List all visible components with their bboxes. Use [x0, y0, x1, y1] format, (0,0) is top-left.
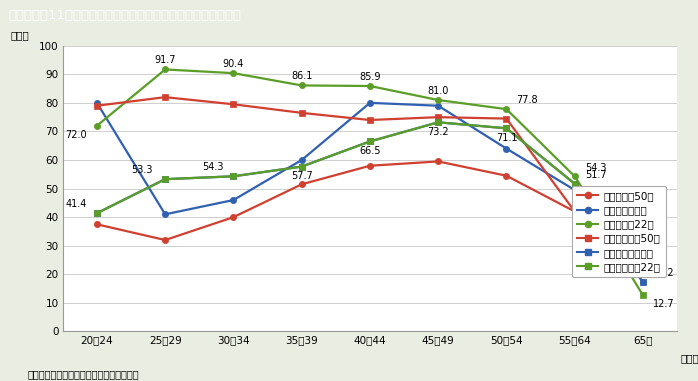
有配偶（平成22） — [297, 164, 306, 169]
未婚（平成22） — [366, 84, 374, 88]
Legend: 未婚（昭和50）, 未婚（平成２）, 未婚（平成22）, 有配偶（昭和50）, 有配偶（平成２）, 有配偶（平成22）: 未婚（昭和50）, 未婚（平成２）, 未婚（平成22）, 有配偶（昭和50）, … — [572, 186, 666, 277]
未婚（昭和50） — [639, 258, 647, 262]
Line: 未婚（昭和50）: 未婚（昭和50） — [94, 158, 646, 263]
Line: 未婚（平成２）: 未婚（平成２） — [94, 100, 646, 273]
有配偶（平成２） — [570, 181, 579, 186]
有配偶（昭和50） — [93, 103, 101, 108]
Text: 41.4: 41.4 — [66, 199, 87, 209]
Text: 17.2: 17.2 — [653, 268, 675, 278]
Text: 54.3: 54.3 — [202, 162, 223, 172]
有配偶（昭和50） — [366, 118, 374, 122]
未婚（昭和50） — [434, 159, 443, 164]
Text: 54.3: 54.3 — [585, 163, 607, 173]
Text: 57.7: 57.7 — [291, 171, 313, 181]
有配偶（昭和50） — [161, 95, 170, 99]
Text: 91.7: 91.7 — [154, 55, 176, 65]
未婚（昭和50） — [161, 238, 170, 242]
有配偶（平成２） — [297, 164, 306, 169]
有配偶（昭和50） — [229, 102, 237, 107]
Text: 90.4: 90.4 — [223, 59, 244, 69]
Text: （歳）: （歳） — [681, 353, 698, 363]
Text: 12.7: 12.7 — [653, 299, 675, 309]
有配偶（平成22） — [503, 126, 511, 131]
未婚（平成22） — [639, 280, 647, 285]
有配偶（平成２） — [503, 126, 511, 131]
未婚（昭和50） — [93, 222, 101, 227]
有配偶（昭和50） — [570, 209, 579, 214]
Text: 第１－２－11図　配偶関係・年齢階級別女性の労働力率の推移: 第１－２－11図 配偶関係・年齢階級別女性の労働力率の推移 — [8, 9, 242, 22]
有配偶（平成22） — [366, 139, 374, 144]
未婚（平成22） — [297, 83, 306, 88]
有配偶（平成22） — [639, 293, 647, 298]
Line: 未婚（平成22）: 未婚（平成22） — [94, 66, 646, 285]
Text: 77.8: 77.8 — [517, 95, 538, 105]
未婚（昭和50） — [229, 215, 237, 219]
未婚（平成２） — [297, 158, 306, 162]
未婚（平成22） — [229, 71, 237, 75]
Line: 有配偶（昭和50）: 有配偶（昭和50） — [94, 94, 646, 262]
有配偶（平成２） — [434, 120, 443, 125]
Text: 73.2: 73.2 — [427, 126, 449, 136]
Text: 81.0: 81.0 — [427, 86, 449, 96]
有配偶（平成２） — [366, 139, 374, 144]
有配偶（昭和50） — [503, 116, 511, 121]
未婚（平成２） — [434, 103, 443, 108]
Text: 72.0: 72.0 — [65, 130, 87, 140]
Text: 51.7: 51.7 — [585, 170, 607, 180]
未婚（平成２） — [93, 101, 101, 105]
Text: 66.5: 66.5 — [359, 146, 380, 156]
未婚（平成22） — [434, 98, 443, 102]
有配偶（昭和50） — [297, 110, 306, 115]
有配偶（昭和50） — [434, 115, 443, 120]
有配偶（平成22） — [570, 181, 579, 186]
未婚（昭和50） — [297, 182, 306, 187]
有配偶（平成２） — [639, 280, 647, 285]
未婚（平成22） — [503, 107, 511, 112]
未婚（平成22） — [93, 123, 101, 128]
Text: 86.1: 86.1 — [291, 71, 313, 81]
未婚（平成22） — [570, 174, 579, 179]
Text: （備考）総務省「労働力調査」より作成。: （備考）総務省「労働力調査」より作成。 — [28, 369, 140, 379]
未婚（昭和50） — [570, 209, 579, 214]
有配偶（平成２） — [161, 177, 170, 181]
有配偶（平成22） — [229, 174, 237, 179]
未婚（平成２） — [229, 198, 237, 202]
Text: 71.1: 71.1 — [496, 133, 517, 142]
有配偶（平成22） — [161, 177, 170, 181]
Line: 有配偶（平成２）: 有配偶（平成２） — [94, 119, 646, 285]
Text: 53.3: 53.3 — [131, 165, 153, 175]
Text: 85.9: 85.9 — [359, 72, 380, 82]
有配偶（平成２） — [93, 211, 101, 216]
Line: 有配偶（平成22）: 有配偶（平成22） — [94, 119, 646, 298]
未婚（昭和50） — [366, 163, 374, 168]
未婚（平成２） — [503, 146, 511, 151]
有配偶（平成２） — [229, 174, 237, 179]
未婚（昭和50） — [503, 173, 511, 178]
未婚（平成22） — [161, 67, 170, 72]
有配偶（平成22） — [93, 211, 101, 216]
有配偶（平成22） — [434, 120, 443, 125]
未婚（平成２） — [366, 101, 374, 105]
未婚（平成２） — [639, 268, 647, 272]
Text: （％）: （％） — [10, 30, 29, 40]
未婚（平成２） — [570, 188, 579, 192]
未婚（平成２） — [161, 212, 170, 216]
有配偶（昭和50） — [639, 256, 647, 261]
